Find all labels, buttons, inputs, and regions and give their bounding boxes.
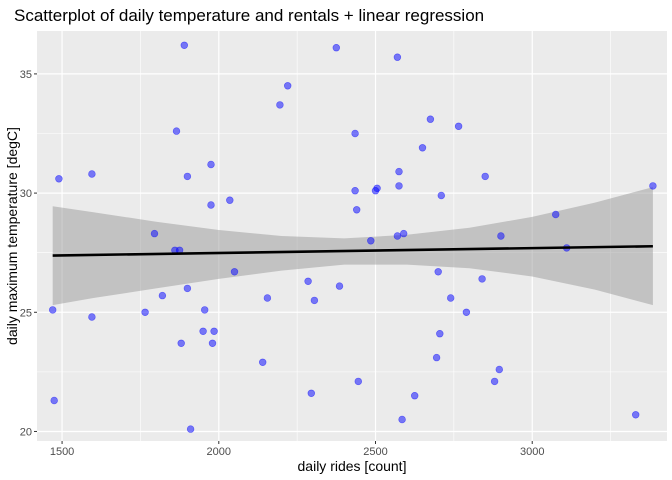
data-point [199,327,207,335]
data-point [426,115,435,123]
data-point [48,306,57,314]
data-point [332,43,340,52]
data-point [367,237,375,245]
data-point [183,284,192,293]
regression-line-group [52,244,653,257]
data-point [88,313,96,321]
data-point [436,330,444,338]
data-point [307,389,315,397]
data-point [434,268,442,276]
data-point [551,210,560,219]
data-point [284,82,292,90]
y-axis-title: daily maximum temperature [degC] [4,127,20,345]
data-point [55,175,63,183]
data-point [226,196,234,204]
data-point [371,187,380,195]
data-point [158,291,167,300]
regression-line [52,244,653,257]
data-point [454,122,463,131]
data-point [351,129,359,138]
data-point [478,275,486,283]
y-tick-label: 20 [20,426,32,438]
data-point [398,415,406,424]
data-point [400,229,408,238]
data-point [418,144,427,152]
data-point [462,308,471,316]
data-point [201,306,209,314]
data-point [207,201,215,209]
data-point [447,294,455,302]
data-point [631,411,640,419]
data-point [437,191,445,200]
data-point [141,308,149,316]
data-point [393,53,402,61]
data-point [230,268,239,276]
data-point [210,327,218,335]
x-tick-label: 3000 [520,446,544,458]
y-tick-label: 30 [20,188,32,200]
data-point [649,182,657,190]
data-point [351,187,359,195]
data-point [354,377,362,386]
data-point [180,41,189,49]
data-point [310,296,319,305]
x-tick-label: 1500 [50,446,74,458]
data-point [263,294,272,302]
data-point [353,206,361,214]
data-point [432,353,441,362]
confidence-band-group [52,187,653,306]
data-point [304,277,312,285]
data-point [207,160,215,169]
data-point [395,167,403,176]
data-point [276,101,284,109]
data-point [183,172,192,181]
axes: 1500 2000 2500 3000 20 25 30 35 [20,69,545,458]
x-axis-title: daily rides [count] [298,458,407,474]
data-point [177,339,185,347]
data-point [259,358,267,366]
data-point [208,339,217,347]
data-point [172,127,181,135]
data-point [395,182,403,190]
x-tick-label: 2500 [363,446,387,458]
data-point [186,425,195,433]
data-point [495,365,503,374]
data-point [150,229,159,238]
x-tick-label: 2000 [207,446,231,458]
data-points [48,41,657,433]
data-point [335,282,344,290]
data-point [393,232,402,240]
y-tick-label: 35 [20,69,32,81]
data-point [481,172,489,181]
y-tick-label: 25 [20,307,32,319]
data-point [50,396,58,405]
chart-title: Scatterplot of daily temperature and ren… [14,6,484,25]
confidence-band [52,187,653,306]
data-point [411,392,419,400]
data-point [497,232,505,240]
data-point [88,170,96,178]
data-point [490,377,499,386]
